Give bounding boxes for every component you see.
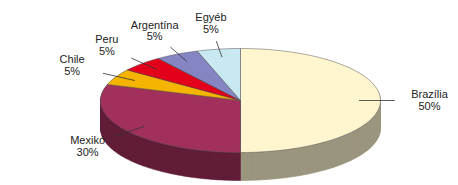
svg-text:Argentína5%: Argentína5% <box>131 19 180 43</box>
svg-text:Chile5%: Chile5% <box>60 53 85 77</box>
svg-text:Egyéb5%: Egyéb5% <box>195 11 226 35</box>
svg-text:Brazília50%: Brazília50% <box>411 88 449 112</box>
svg-text:Peru5%: Peru5% <box>95 33 118 57</box>
svg-text:Mexikó30%: Mexikó30% <box>70 134 105 158</box>
